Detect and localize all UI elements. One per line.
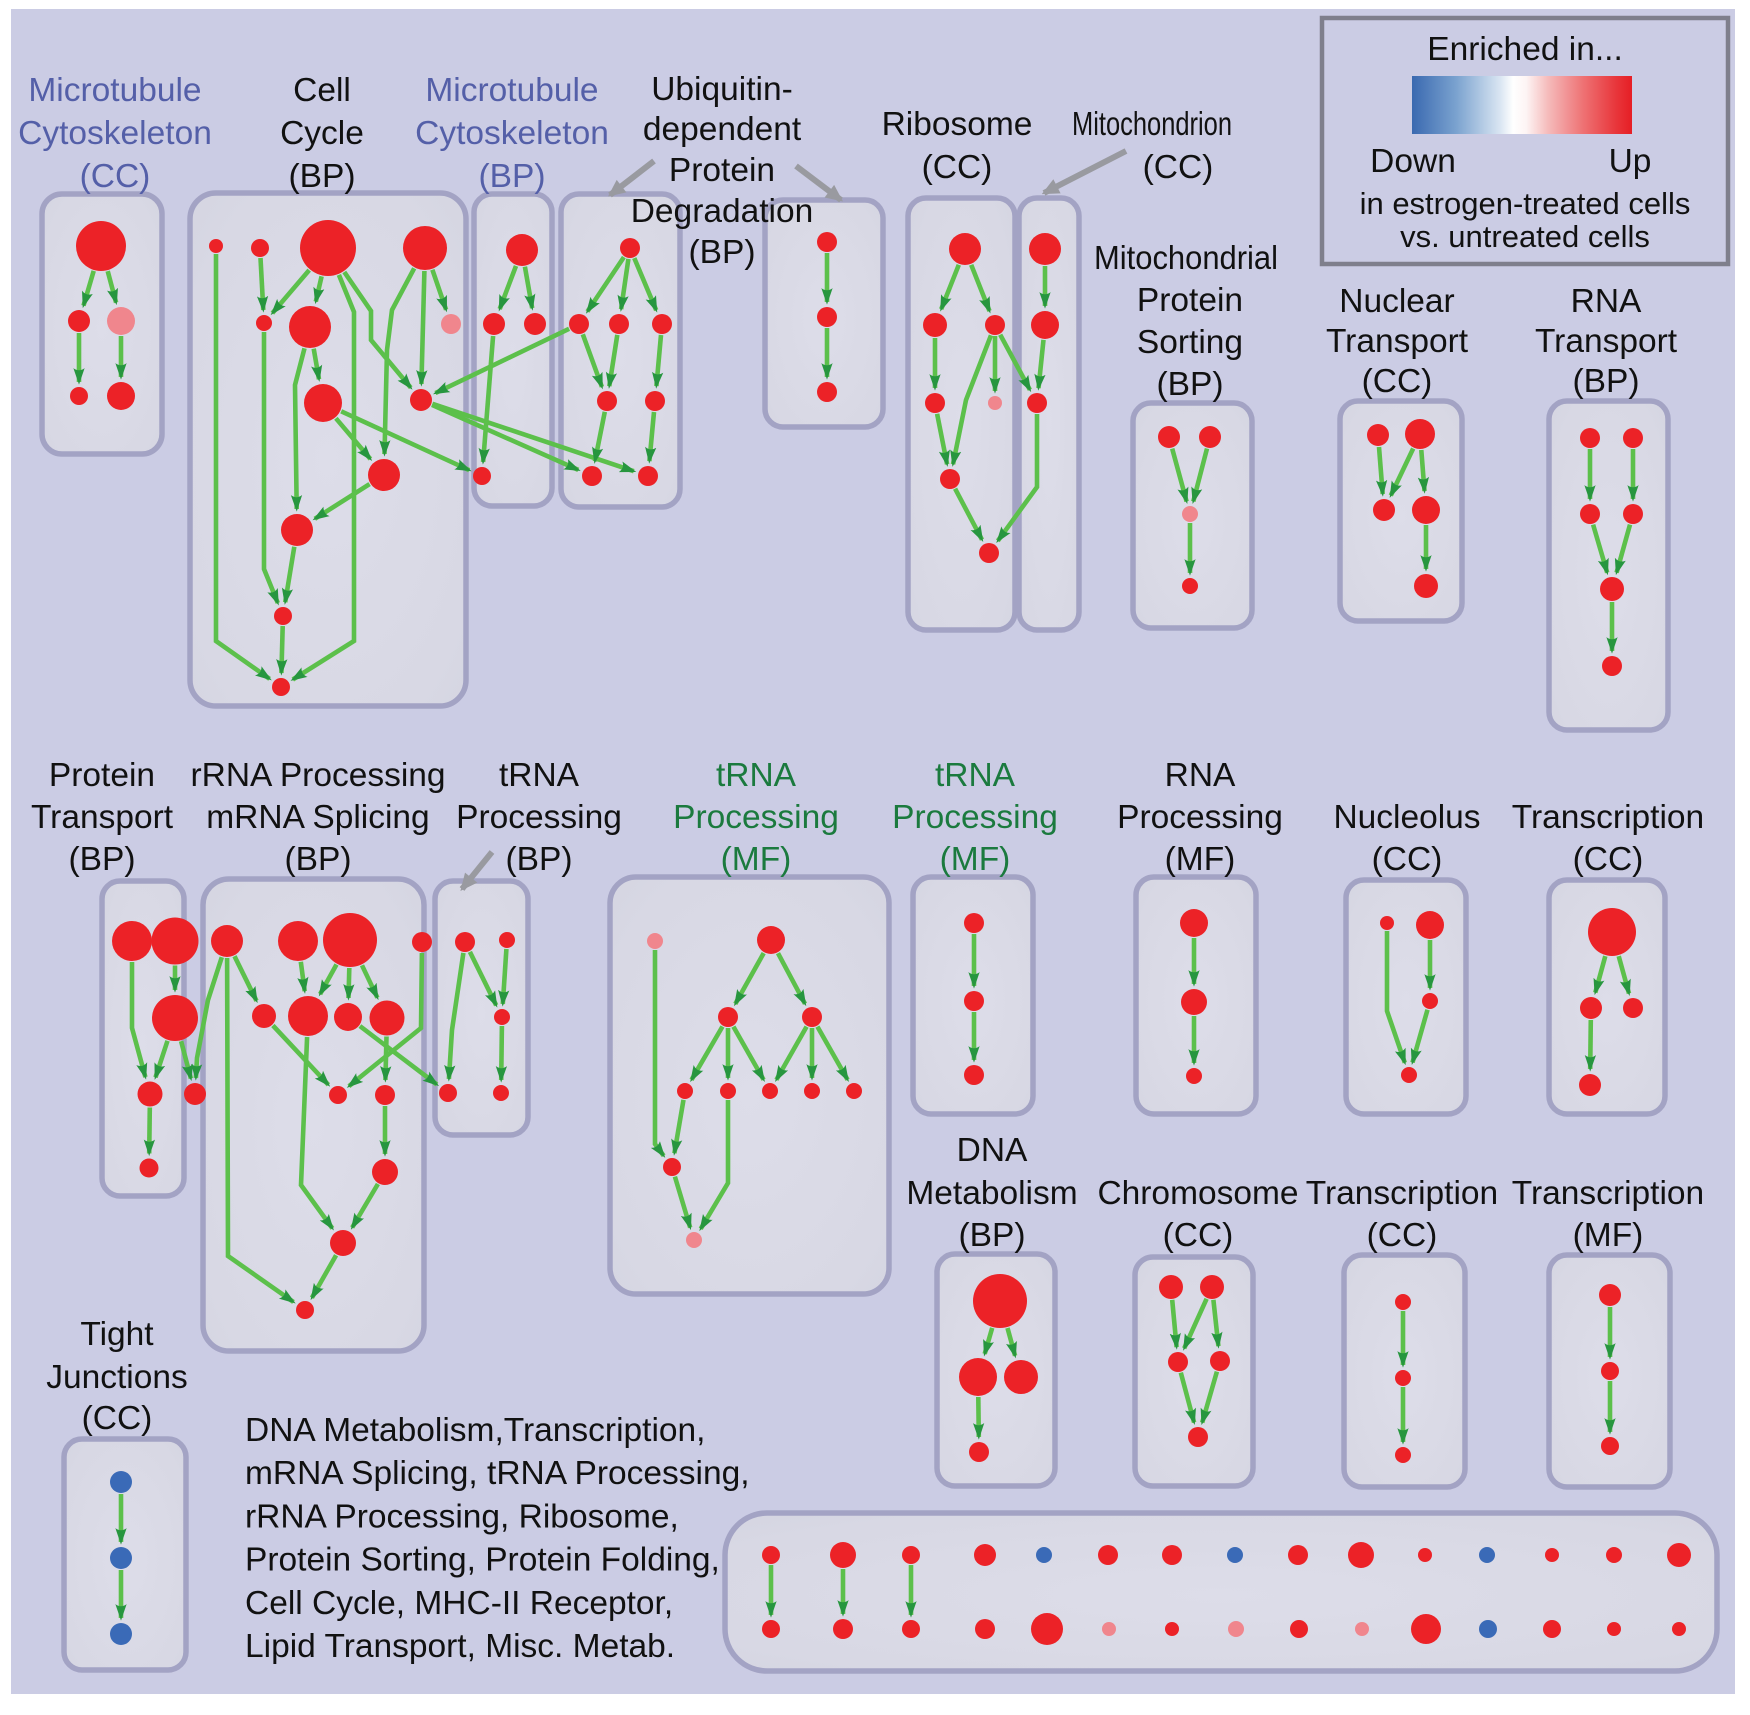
svg-text:tRNA: tRNA xyxy=(935,757,1016,794)
svg-text:(BP): (BP) xyxy=(479,158,546,195)
svg-text:Transcription: Transcription xyxy=(1512,799,1704,836)
svg-text:Cytoskeleton: Cytoskeleton xyxy=(415,115,609,152)
svg-text:RNA: RNA xyxy=(1571,283,1642,320)
svg-text:Cycle: Cycle xyxy=(280,115,364,152)
svg-text:(MF): (MF) xyxy=(721,841,792,878)
svg-text:(BP): (BP) xyxy=(69,841,136,878)
svg-text:Protein: Protein xyxy=(49,757,155,794)
svg-text:Metabolism: Metabolism xyxy=(906,1175,1077,1212)
svg-text:(CC): (CC) xyxy=(1573,841,1644,878)
svg-text:Processing: Processing xyxy=(673,799,839,836)
svg-text:Processing: Processing xyxy=(456,799,622,836)
svg-text:(MF): (MF) xyxy=(940,841,1011,878)
svg-text:RNA: RNA xyxy=(1165,757,1236,794)
svg-text:mRNA Splicing, tRNA Processing: mRNA Splicing, tRNA Processing, xyxy=(245,1455,750,1492)
svg-text:Transcription: Transcription xyxy=(1512,1175,1704,1212)
svg-text:(CC): (CC) xyxy=(1367,1217,1438,1254)
svg-text:(BP): (BP) xyxy=(506,841,573,878)
svg-text:tRNA: tRNA xyxy=(716,757,797,794)
svg-text:(BP): (BP) xyxy=(285,841,352,878)
svg-text:DNA Metabolism,Transcription,: DNA Metabolism,Transcription, xyxy=(245,1412,705,1449)
svg-text:Protein: Protein xyxy=(1137,282,1243,319)
svg-text:Up: Up xyxy=(1609,143,1652,180)
svg-text:Microtubule: Microtubule xyxy=(28,72,201,109)
svg-text:dependent: dependent xyxy=(643,111,802,148)
svg-text:Down: Down xyxy=(1370,143,1456,180)
svg-text:Microtubule: Microtubule xyxy=(425,72,598,109)
svg-text:DNA: DNA xyxy=(957,1132,1028,1169)
svg-text:Sorting: Sorting xyxy=(1137,324,1243,361)
svg-text:tRNA: tRNA xyxy=(499,757,580,794)
svg-text:Transport: Transport xyxy=(1326,323,1469,360)
svg-text:(MF): (MF) xyxy=(1165,841,1236,878)
svg-text:Degradation: Degradation xyxy=(631,193,814,230)
svg-text:Cytoskeleton: Cytoskeleton xyxy=(18,115,212,152)
svg-text:Cell Cycle, MHC-II Receptor,: Cell Cycle, MHC-II Receptor, xyxy=(245,1585,673,1622)
svg-text:Tight: Tight xyxy=(80,1316,154,1353)
svg-text:Junctions: Junctions xyxy=(46,1359,188,1396)
svg-text:(BP): (BP) xyxy=(1573,363,1640,400)
svg-text:rRNA Processing: rRNA Processing xyxy=(190,757,445,794)
svg-text:Cell: Cell xyxy=(293,72,351,109)
svg-text:rRNA Processing, Ribosome,: rRNA Processing, Ribosome, xyxy=(245,1498,679,1535)
svg-text:(BP): (BP) xyxy=(689,234,756,271)
svg-text:Processing: Processing xyxy=(1117,799,1283,836)
svg-text:Ubiquitin-: Ubiquitin- xyxy=(651,71,793,108)
svg-text:Ribosome: Ribosome xyxy=(882,106,1033,143)
svg-text:(BP): (BP) xyxy=(1157,366,1224,403)
svg-text:Lipid Transport, Misc. Metab.: Lipid Transport, Misc. Metab. xyxy=(245,1628,675,1665)
svg-text:vs. untreated cells: vs. untreated cells xyxy=(1400,219,1650,254)
svg-text:(CC): (CC) xyxy=(82,1400,153,1437)
svg-text:(BP): (BP) xyxy=(959,1217,1026,1254)
svg-text:(CC): (CC) xyxy=(80,158,151,195)
svg-text:Enriched in...: Enriched in... xyxy=(1427,31,1623,68)
svg-text:Transport: Transport xyxy=(1535,323,1678,360)
svg-text:in estrogen-treated cells: in estrogen-treated cells xyxy=(1360,186,1691,221)
svg-text:(CC): (CC) xyxy=(1372,841,1443,878)
svg-text:Nucleolus: Nucleolus xyxy=(1333,799,1480,836)
svg-text:Protein: Protein xyxy=(669,152,775,189)
svg-text:Mitochondrion: Mitochondrion xyxy=(1072,106,1232,143)
svg-text:Processing: Processing xyxy=(892,799,1058,836)
svg-text:Nuclear: Nuclear xyxy=(1339,283,1454,320)
svg-text:Transport: Transport xyxy=(31,799,174,836)
svg-text:Mitochondrial: Mitochondrial xyxy=(1094,240,1278,277)
svg-text:(CC): (CC) xyxy=(1163,1217,1234,1254)
svg-text:Transcription: Transcription xyxy=(1306,1175,1498,1212)
svg-text:(CC): (CC) xyxy=(1143,149,1214,186)
svg-text:(CC): (CC) xyxy=(1362,363,1433,400)
svg-text:(MF): (MF) xyxy=(1573,1217,1644,1254)
svg-text:(CC): (CC) xyxy=(922,149,993,186)
svg-text:Chromosome: Chromosome xyxy=(1097,1175,1298,1212)
svg-text:mRNA Splicing: mRNA Splicing xyxy=(206,799,429,836)
svg-text:(BP): (BP) xyxy=(289,158,356,195)
svg-text:Protein Sorting, Protein Foldi: Protein Sorting, Protein Folding, xyxy=(245,1542,720,1579)
